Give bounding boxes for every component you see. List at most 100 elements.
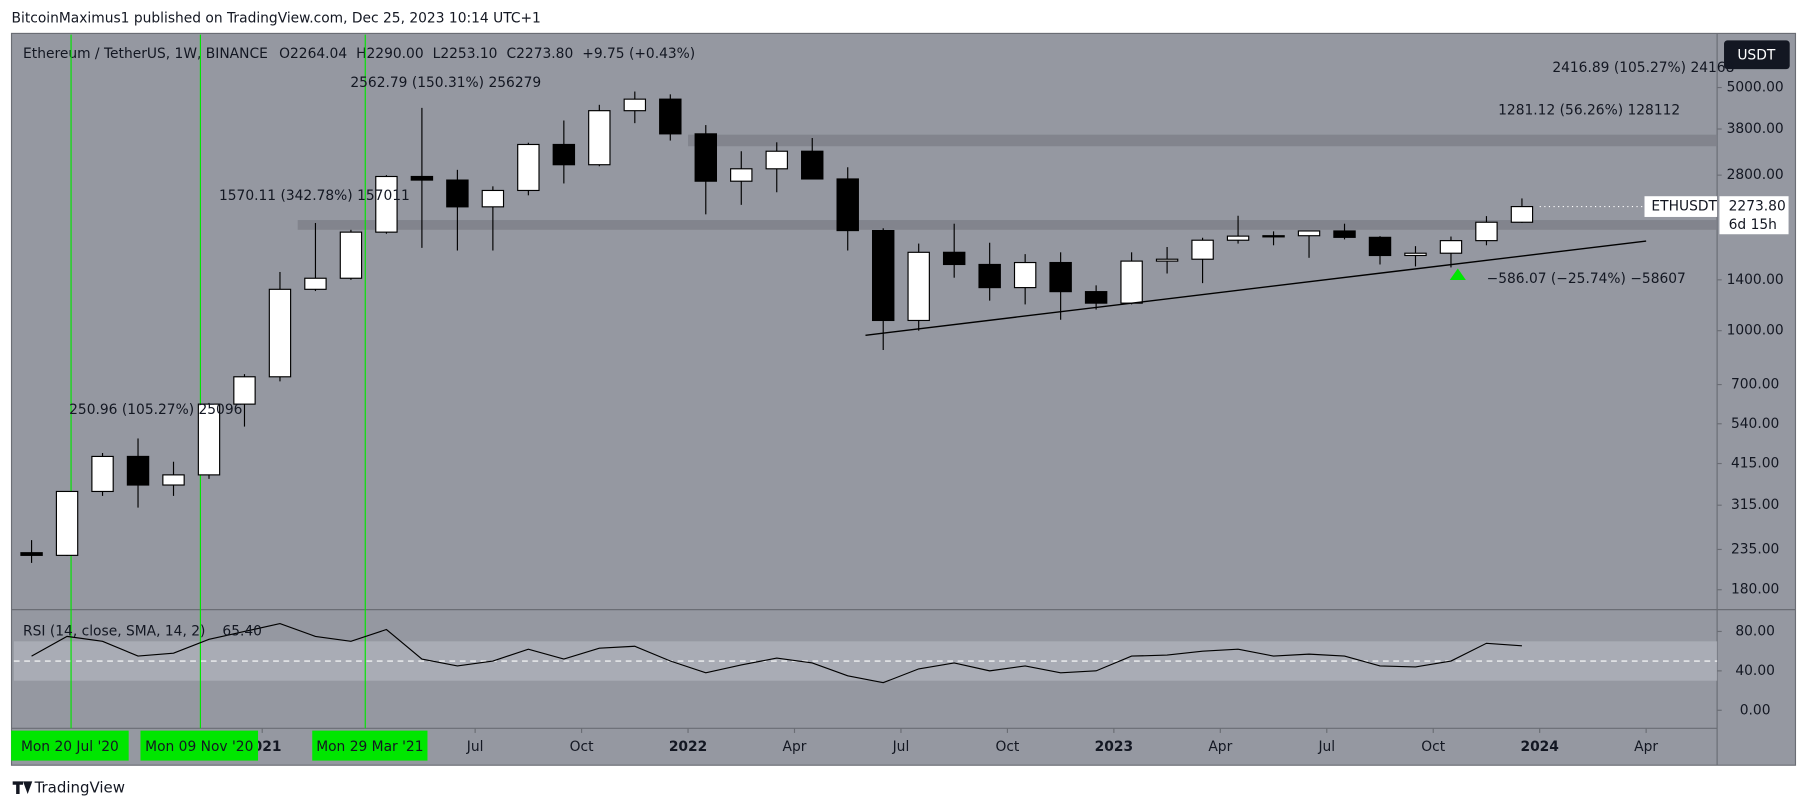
candle-body [410,175,434,181]
candle-body [162,474,185,486]
candle-body [339,231,363,279]
legend-symbol: Ethereum / TetherUS, 1W, BINANCE [23,46,268,62]
y-tick-label: 235.00 [1731,541,1779,557]
candle-body [659,98,682,135]
candle-body [765,150,788,170]
rsi-line [31,622,1522,684]
candle-body [730,168,753,182]
legend: Ethereum / TetherUS, 1W, BINANCE O2264.0… [23,46,695,62]
date-label: Mon 29 Mar '21 [316,739,423,755]
candle-body [588,110,611,166]
legend-value: 2264.04 [290,46,347,62]
candle-body [304,277,327,290]
zone [688,134,1718,147]
measure-label: 1281.12 (56.26%) 128112 [1498,103,1680,119]
x-tick-label: Oct [995,739,1019,755]
candle-body [694,133,718,182]
candle-body [836,178,859,232]
y-tick-label: 3800.00 [1727,121,1784,137]
candle-body [801,150,824,180]
trendline [865,240,1647,336]
legend-key: O [279,46,290,62]
candle-body [20,552,43,556]
logo-icon [12,781,33,795]
candle-body [871,229,895,322]
candle-body [1475,221,1498,242]
countdown-label: 6d 15h [1729,217,1777,233]
candle-body [55,490,79,556]
y-tick-label: 700.00 [1731,377,1779,393]
candle-body [126,455,150,486]
signal-triangle [1449,268,1466,281]
candle-body [907,251,930,322]
footer-logo: TradingView [34,779,125,797]
legend-key: H [356,46,366,62]
candle-body [1049,261,1072,293]
x-tick-label: 2023 [1095,739,1133,755]
legend-value: 2253.10 [440,46,497,62]
candle-body [1404,252,1427,257]
x-tick-label: Jul [466,739,484,755]
candle-body [1262,235,1285,238]
candle-body [1368,236,1392,257]
candle-body [481,189,505,208]
y-tick-label: 2800.00 [1727,167,1784,183]
date-label: Mon 09 Nov '20 [145,739,253,755]
measure-label: 250.96 (105.27%) 25096 [69,402,242,418]
currency-label[interactable]: USDT [1737,47,1776,63]
date-label: Mon 20 Jul '20 [21,739,119,755]
candle-body [446,179,469,208]
date-label-box [140,730,259,761]
candle-body [197,403,221,476]
candle-body [1439,240,1463,254]
symbol-label: ETHUSDT [1651,199,1717,215]
measure-label: 2562.79 (150.31%) 256279 [350,75,541,91]
x-tick-label: Jul [1317,739,1335,755]
candle-body [1084,291,1108,304]
candle-body [233,376,256,405]
candle-body [1013,261,1037,289]
symbol-box [1644,196,1718,217]
measure-label: −586.07 (−25.74%) −58607 [1487,271,1686,287]
y-tick-label: 0.00 [1740,702,1771,718]
x-tick-label: Apr [783,739,807,755]
y-tick-label: 80.00 [1735,623,1775,639]
legend-change: +9.75 (+0.43%) [582,46,695,62]
y-tick-label: 1400.00 [1727,272,1784,288]
candle-body [1120,260,1143,304]
legend-key: C [506,46,516,62]
x-tick-label: 2024 [1520,739,1558,755]
y-tick-label: 180.00 [1731,582,1779,598]
legend-value: 2290.00 [367,46,424,62]
candle-body [1297,230,1321,237]
price-box [1719,196,1789,235]
candle-body [623,98,647,112]
y-tick-label: 315.00 [1731,497,1779,513]
candle-body [375,175,398,233]
price-label: 2273.80 [1729,199,1786,215]
candle-body [552,143,576,166]
candle-body [1510,206,1534,223]
y-tick-label: 1000.00 [1727,323,1784,339]
candle-body [268,288,292,378]
date-label-box [11,730,129,761]
y-tick-label: 415.00 [1731,456,1779,472]
candle-body [1333,230,1356,238]
candle-body [1226,235,1250,241]
x-tick-label: 2022 [669,739,707,755]
currency-button[interactable] [1724,40,1790,70]
candle-body [942,251,966,266]
candle-body [1155,258,1179,262]
x-tick-label: Oct [1421,739,1445,755]
publish-info: BitcoinMaximus1 published on TradingView… [12,10,541,26]
x-tick-label: Jul [892,739,910,755]
measure-label: 1570.11 (342.78%) 157011 [219,188,410,204]
y-tick-label: 540.00 [1731,416,1779,432]
rsi-value: 65.40 [222,624,262,640]
candle-body [1191,239,1214,260]
y-tick-label: 5000.00 [1727,80,1784,96]
x-tick-label: Apr [1634,739,1658,755]
x-tick-label: Oct [570,739,594,755]
